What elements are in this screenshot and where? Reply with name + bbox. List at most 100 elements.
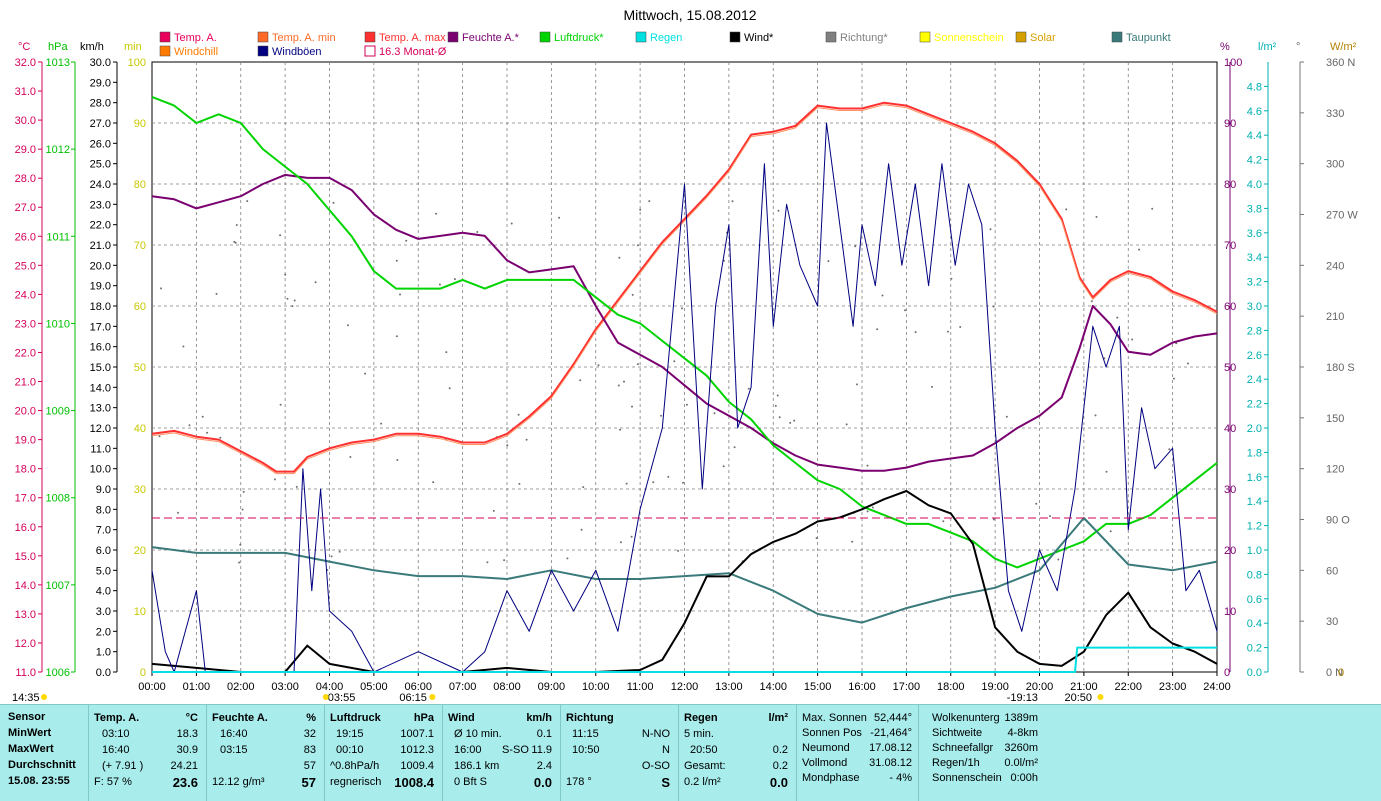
legend-label: Luftdruck* bbox=[554, 32, 604, 44]
pct-tick-label: 60 bbox=[1224, 301, 1236, 313]
direction-dot bbox=[851, 540, 854, 543]
direction-dot bbox=[685, 403, 688, 406]
stats-temp-max: 30.9 bbox=[176, 744, 198, 756]
temp-tick-label: 28.0 bbox=[15, 173, 36, 185]
kmh-tick-label: 11.0 bbox=[90, 443, 111, 455]
min-tick-label: 0 bbox=[140, 667, 146, 679]
direction-dot bbox=[989, 228, 992, 231]
min-tick-label: 60 bbox=[134, 301, 146, 313]
stats-druck-avg-note: ^0.8hPa/h bbox=[330, 760, 380, 772]
stats-feuchte-col: Feuchte A. % 16:40 32 03:15 83 57 12.12 … bbox=[206, 705, 325, 801]
stats-richtung-col: Richtung 11:15 N-NO 10:50 N O-SO 178 ° S bbox=[560, 705, 679, 801]
direction-dot bbox=[364, 372, 367, 375]
temp-tick-label: 20.0 bbox=[15, 406, 36, 418]
temp-tick-label: 14.0 bbox=[15, 580, 36, 592]
kmh-tick-label: 20.0 bbox=[90, 260, 111, 272]
lm2-tick-label: 1.2 bbox=[1247, 521, 1262, 533]
stats-wolken-r2: 4-8km bbox=[1007, 727, 1038, 739]
lm2-tick-label: 1.0 bbox=[1247, 545, 1262, 557]
min-tick-label: 90 bbox=[134, 118, 146, 130]
stats-richtung-r1-time: 11:15 bbox=[572, 728, 599, 740]
direction-dot bbox=[639, 208, 642, 211]
lm2-tick-label: 2.4 bbox=[1247, 374, 1262, 386]
stats-wind-r1-label: Ø 10 min. bbox=[454, 728, 502, 740]
x-tick-label: 01:00 bbox=[183, 681, 211, 693]
direction-dot bbox=[338, 550, 341, 553]
temp-tick-label: 12.0 bbox=[15, 638, 36, 650]
legend-label: Sonnenschein bbox=[934, 32, 1004, 44]
direction-dot bbox=[1187, 362, 1189, 365]
hpa-tick-label: 1008 bbox=[46, 493, 70, 505]
direction-dot bbox=[1168, 448, 1171, 451]
legend-label: Taupunkt bbox=[1126, 32, 1171, 44]
kmh-tick-label: 12.0 bbox=[90, 423, 111, 435]
stats-feuchte-min: 32 bbox=[303, 728, 316, 740]
stats-wind-r2: 11.9 bbox=[531, 744, 552, 756]
stats-druck-min-time: 19:15 bbox=[336, 728, 364, 740]
dir-tick-label: 300 bbox=[1326, 159, 1344, 171]
direction-dot bbox=[871, 506, 874, 509]
direction-dot bbox=[445, 351, 448, 354]
direction-dot bbox=[582, 486, 585, 489]
x-tick-label: 04:00 bbox=[316, 681, 344, 693]
direction-dot bbox=[881, 294, 884, 297]
dir-tick-label: 210 bbox=[1326, 311, 1344, 323]
kmh-tick-label: 17.0 bbox=[90, 321, 111, 333]
dir-tick-label: 90 O bbox=[1326, 515, 1350, 527]
direction-dot bbox=[332, 201, 335, 204]
stats-row-max: MaxWert bbox=[8, 743, 54, 755]
chart-title: Mittwoch, 15.08.2012 bbox=[623, 7, 756, 23]
stats-panel: Sensor MinWert MaxWert Durchschnitt 15.0… bbox=[0, 704, 1381, 801]
stats-regen-r3-label: Gesamt: bbox=[684, 760, 726, 772]
kmh-tick-label: 18.0 bbox=[90, 301, 111, 313]
stats-druck-max: 1012.3 bbox=[400, 744, 434, 756]
direction-dot bbox=[778, 416, 781, 419]
direction-dot bbox=[1049, 515, 1051, 518]
direction-dot bbox=[1057, 558, 1060, 561]
pct-tick-label: 50 bbox=[1224, 362, 1236, 374]
kmh-tick-label: 6.0 bbox=[96, 545, 111, 557]
x-tick-label: 20:00 bbox=[1026, 681, 1054, 693]
stats-richtung-r1: N-NO bbox=[641, 728, 670, 740]
temp-tick-label: 25.0 bbox=[15, 260, 36, 272]
direction-dot bbox=[215, 292, 218, 295]
temp-tick-label: 29.0 bbox=[15, 144, 36, 156]
legend-label: Regen bbox=[650, 32, 682, 44]
stats-sonne-r1: 52,444° bbox=[873, 712, 912, 724]
direction-dot bbox=[774, 404, 777, 407]
lm2-tick-label: 4.0 bbox=[1247, 179, 1262, 191]
direction-dot bbox=[866, 510, 869, 513]
legend-swatch bbox=[447, 31, 459, 43]
stats-wind-r3: 2.4 bbox=[536, 760, 552, 772]
kmh-tick-label: 4.0 bbox=[96, 586, 111, 598]
x-tick-label: 14:00 bbox=[759, 681, 787, 693]
direction-dot bbox=[453, 278, 456, 281]
kmh-tick-label: 2.0 bbox=[96, 626, 111, 638]
stats-wolken-r4-label: Regen/1h bbox=[932, 757, 980, 769]
lm2-tick-label: 4.4 bbox=[1247, 130, 1262, 142]
direction-dot bbox=[206, 431, 209, 434]
direction-dot bbox=[160, 287, 162, 290]
legend-swatch bbox=[257, 31, 269, 43]
pct-tick-label: 70 bbox=[1224, 240, 1236, 252]
stats-wolken-col: Wolkenunterg 1389m Sichtweite 4-8km Schn… bbox=[918, 705, 1040, 801]
direction-dot bbox=[652, 481, 655, 484]
x-tick-label: 17:00 bbox=[893, 681, 921, 693]
stats-wind-r1: 0.1 bbox=[536, 728, 552, 740]
direction-dot bbox=[731, 200, 734, 203]
direction-dot bbox=[492, 509, 495, 512]
stats-wolken-r2-label: Sichtweite bbox=[932, 727, 983, 739]
temp-tick-label: 31.0 bbox=[15, 86, 36, 98]
direction-dot bbox=[619, 541, 622, 544]
stats-regen-r4: 0.0 bbox=[769, 775, 788, 790]
kmh-tick-label: 3.0 bbox=[96, 606, 111, 618]
kmh-tick-label: 5.0 bbox=[96, 565, 111, 577]
legend-label: Feuchte A.* bbox=[462, 32, 520, 44]
pct-tick-label: 20 bbox=[1224, 545, 1236, 557]
x-tick-label: 10:00 bbox=[582, 681, 610, 693]
direction-dot bbox=[950, 277, 953, 280]
legend-swatch bbox=[159, 31, 171, 43]
stats-richtung-r2: N bbox=[662, 744, 670, 756]
lm2-tick-label: 0.0 bbox=[1247, 667, 1262, 679]
direction-dot bbox=[503, 559, 506, 562]
